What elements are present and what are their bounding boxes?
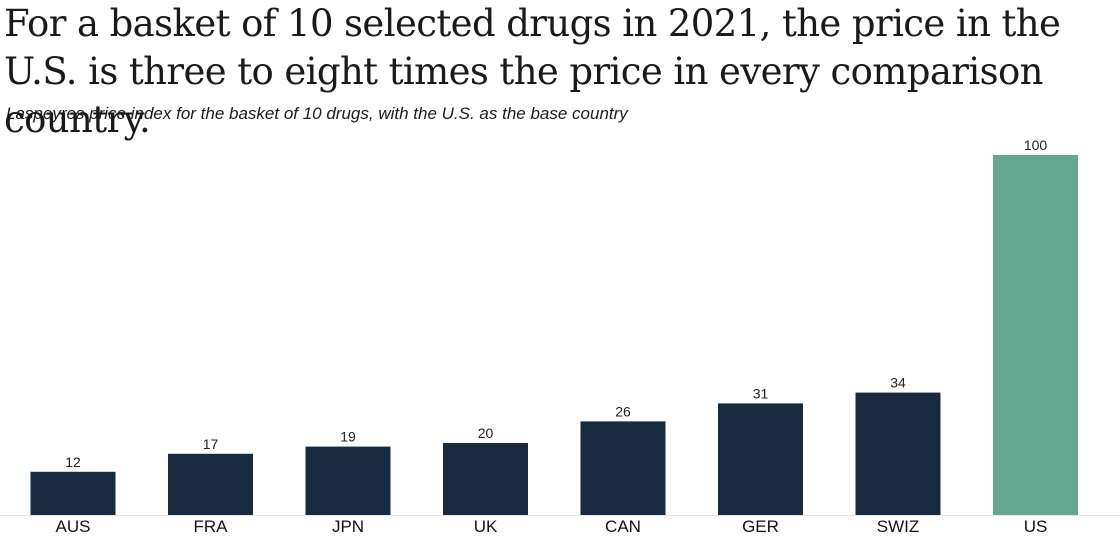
- category-label-jpn: JPN: [332, 517, 364, 536]
- category-label-aus: AUS: [56, 517, 91, 536]
- category-label-fra: FRA: [194, 517, 229, 536]
- bar-jpn: [305, 446, 391, 515]
- bar-us: [993, 155, 1078, 515]
- value-label-can: 26: [615, 403, 631, 419]
- category-label-swiz: SWIZ: [877, 517, 920, 536]
- value-label-uk: 20: [478, 425, 494, 441]
- category-label-uk: UK: [474, 517, 498, 536]
- category-label-us: US: [1024, 517, 1048, 536]
- category-label-ger: GER: [742, 517, 779, 536]
- bar-fra: [168, 453, 253, 515]
- category-label-can: CAN: [605, 517, 641, 536]
- bar-uk: [443, 443, 528, 515]
- bar-swiz: [855, 392, 941, 515]
- chart-title: For a basket of 10 selected drugs in 202…: [4, 2, 1061, 141]
- value-label-aus: 12: [65, 454, 81, 470]
- value-label-swiz: 34: [890, 375, 906, 391]
- value-label-fra: 17: [203, 436, 219, 452]
- chart-subtitle: Laspeyres price index for the basket of …: [6, 104, 628, 123]
- value-label-ger: 31: [753, 385, 769, 401]
- bar-aus: [30, 471, 116, 515]
- value-label-us: 100: [1024, 137, 1048, 153]
- value-label-jpn: 19: [340, 429, 356, 445]
- bar-can: [580, 421, 666, 515]
- bar-ger: [718, 403, 803, 515]
